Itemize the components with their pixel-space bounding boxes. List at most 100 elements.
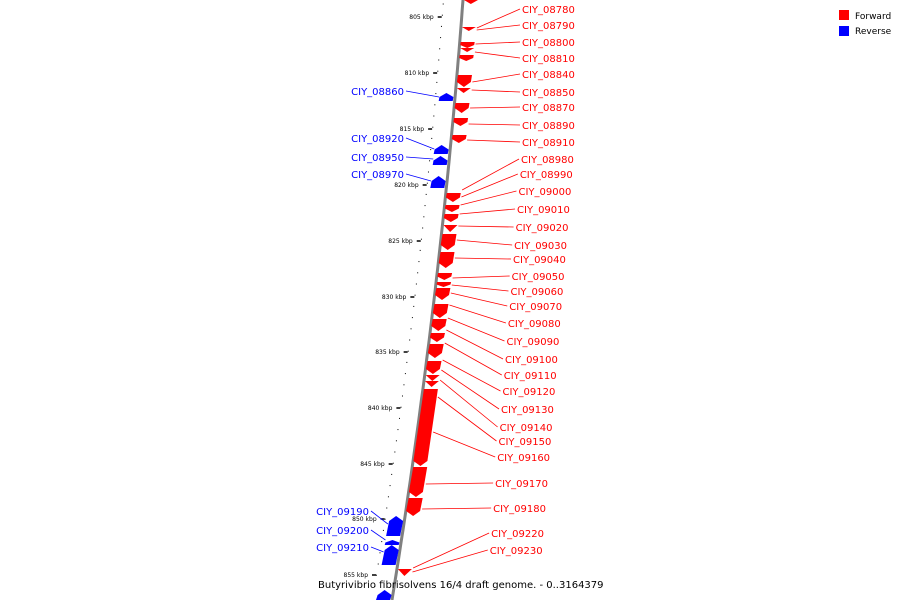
forward-gene-block[interactable] bbox=[456, 75, 472, 87]
forward-gene-block[interactable] bbox=[464, 0, 478, 4]
forward-gene-label[interactable]: CIY_09080 bbox=[508, 319, 561, 330]
reverse-leader-line bbox=[405, 156, 434, 160]
reverse-leader-line bbox=[370, 510, 389, 525]
forward-gene-block[interactable] bbox=[440, 234, 457, 250]
reverse-gene-block[interactable] bbox=[376, 590, 392, 600]
reverse-gene-block[interactable] bbox=[381, 545, 399, 565]
forward-gene-label[interactable]: CIY_09020 bbox=[516, 223, 569, 234]
forward-gene-label[interactable]: CIY_09010 bbox=[517, 205, 570, 216]
forward-gene-block[interactable] bbox=[443, 225, 458, 232]
forward-gene-label[interactable]: CIY_09090 bbox=[506, 337, 559, 348]
forward-gene-block[interactable] bbox=[451, 135, 467, 143]
forward-gene-label[interactable]: CIY_09120 bbox=[502, 387, 555, 398]
forward-gene-block[interactable] bbox=[425, 375, 440, 381]
forward-gene-label[interactable]: CIY_08780 bbox=[522, 5, 575, 16]
forward-gene-block[interactable] bbox=[460, 42, 475, 48]
forward-gene-block[interactable] bbox=[443, 214, 459, 222]
reverse-gene-block[interactable] bbox=[433, 145, 449, 154]
forward-gene-block[interactable] bbox=[427, 344, 444, 358]
forward-gene-label[interactable]: CIY_08850 bbox=[522, 88, 575, 99]
reverse-leader-line bbox=[405, 90, 440, 98]
forward-gene-label[interactable]: CIY_08810 bbox=[522, 54, 575, 65]
forward-gene-label[interactable]: CIY_09160 bbox=[497, 453, 550, 464]
forward-gene-label[interactable]: CIY_08790 bbox=[522, 21, 575, 32]
forward-leader-line bbox=[441, 369, 500, 410]
forward-gene-label[interactable]: CIY_09230 bbox=[490, 546, 543, 557]
forward-gene-label[interactable]: CIY_09070 bbox=[509, 302, 562, 313]
forward-leader-line bbox=[454, 257, 512, 260]
forward-gene-label[interactable]: CIY_08890 bbox=[522, 121, 575, 132]
forward-gene-label[interactable]: CIY_08910 bbox=[522, 138, 575, 149]
reverse-gene-block[interactable] bbox=[432, 156, 448, 165]
forward-gene-block[interactable] bbox=[397, 569, 412, 576]
scale-label: 840 kbp bbox=[368, 405, 393, 412]
reverse-gene-label[interactable]: CIY_08920 bbox=[351, 134, 404, 145]
forward-gene-block[interactable] bbox=[453, 118, 469, 126]
reverse-gene-label[interactable]: CIY_09200 bbox=[316, 526, 369, 537]
forward-gene-block[interactable] bbox=[429, 333, 445, 342]
forward-gene-block[interactable] bbox=[408, 467, 428, 497]
forward-gene-block[interactable] bbox=[438, 252, 455, 268]
forward-leader-line bbox=[471, 89, 521, 93]
reverse-gene-block[interactable] bbox=[386, 516, 404, 536]
forward-gene-label[interactable]: CIY_09000 bbox=[518, 187, 571, 198]
forward-gene-label[interactable]: CIY_08980 bbox=[521, 155, 574, 166]
forward-gene-block[interactable] bbox=[406, 498, 423, 516]
forward-gene-block[interactable] bbox=[445, 193, 461, 202]
scale-label: 820 kbp bbox=[394, 182, 419, 189]
forward-gene-label[interactable]: CIY_09180 bbox=[493, 504, 546, 515]
forward-gene-label[interactable]: CIY_09030 bbox=[514, 241, 567, 252]
forward-gene-label[interactable]: CIY_09050 bbox=[512, 272, 565, 283]
forward-gene-label[interactable]: CIY_09040 bbox=[513, 255, 566, 266]
forward-gene-label[interactable]: CIY_09100 bbox=[505, 355, 558, 366]
forward-gene-block[interactable] bbox=[436, 282, 452, 287]
minor-ticks bbox=[374, 3, 444, 587]
reverse-gene-block[interactable] bbox=[438, 93, 454, 101]
scale-label: 830 kbp bbox=[382, 294, 407, 301]
forward-gene-block[interactable] bbox=[424, 381, 439, 387]
forward-gene-label[interactable]: CIY_09140 bbox=[500, 423, 553, 434]
forward-gene-block[interactable] bbox=[437, 273, 453, 280]
genome-backbone bbox=[390, 0, 465, 600]
forward-gene-label[interactable]: CIY_08800 bbox=[522, 38, 575, 49]
forward-gene-blocks bbox=[397, 0, 478, 576]
forward-gene-block[interactable] bbox=[454, 103, 470, 113]
forward-gene-label[interactable]: CIY_08840 bbox=[522, 70, 575, 81]
forward-leader-line bbox=[437, 396, 497, 442]
forward-gene-block[interactable] bbox=[461, 27, 476, 31]
reverse-gene-label[interactable]: CIY_08860 bbox=[351, 87, 404, 98]
forward-gene-block[interactable] bbox=[456, 88, 471, 93]
forward-gene-label[interactable]: CIY_08870 bbox=[522, 103, 575, 114]
forward-leader-line bbox=[459, 208, 516, 215]
forward-gene-block[interactable] bbox=[425, 361, 442, 374]
forward-gene-block[interactable] bbox=[432, 304, 449, 318]
forward-gene-block[interactable] bbox=[460, 48, 475, 52]
forward-gene-label[interactable]: CIY_09220 bbox=[491, 529, 544, 540]
forward-gene-label[interactable]: CIY_09170 bbox=[495, 479, 548, 490]
forward-leader-line bbox=[461, 173, 518, 198]
forward-gene-label[interactable]: CIY_09150 bbox=[498, 437, 551, 448]
forward-leader-line bbox=[412, 549, 488, 573]
reverse-gene-block[interactable] bbox=[430, 176, 446, 188]
forward-gene-label[interactable]: CIY_09110 bbox=[504, 371, 557, 382]
forward-gene-label[interactable]: CIY_09060 bbox=[510, 287, 563, 298]
forward-gene-block[interactable] bbox=[431, 319, 447, 331]
reverse-gene-blocks bbox=[376, 93, 454, 600]
reverse-gene-label[interactable]: CIY_08950 bbox=[351, 153, 404, 164]
forward-gene-label[interactable]: CIY_08990 bbox=[520, 170, 573, 181]
reverse-gene-label[interactable]: CIY_09190 bbox=[316, 507, 369, 518]
forward-gene-block[interactable] bbox=[413, 389, 438, 466]
forward-gene-block[interactable] bbox=[435, 288, 451, 300]
reverse-gene-label[interactable]: CIY_08970 bbox=[351, 170, 404, 181]
forward-gene-block[interactable] bbox=[459, 55, 474, 61]
reverse-gene-label[interactable]: CIY_09210 bbox=[316, 543, 369, 554]
forward-gene-label[interactable]: CIY_09130 bbox=[501, 405, 554, 416]
reverse-gene-block[interactable] bbox=[384, 540, 400, 545]
forward-leader-line bbox=[456, 239, 513, 246]
forward-leader-line bbox=[412, 532, 490, 569]
reverse-leader-line bbox=[370, 529, 386, 541]
forward-leader-line bbox=[442, 359, 501, 392]
scale-label: 835 kbp bbox=[375, 349, 400, 356]
forward-gene-block[interactable] bbox=[444, 205, 460, 212]
